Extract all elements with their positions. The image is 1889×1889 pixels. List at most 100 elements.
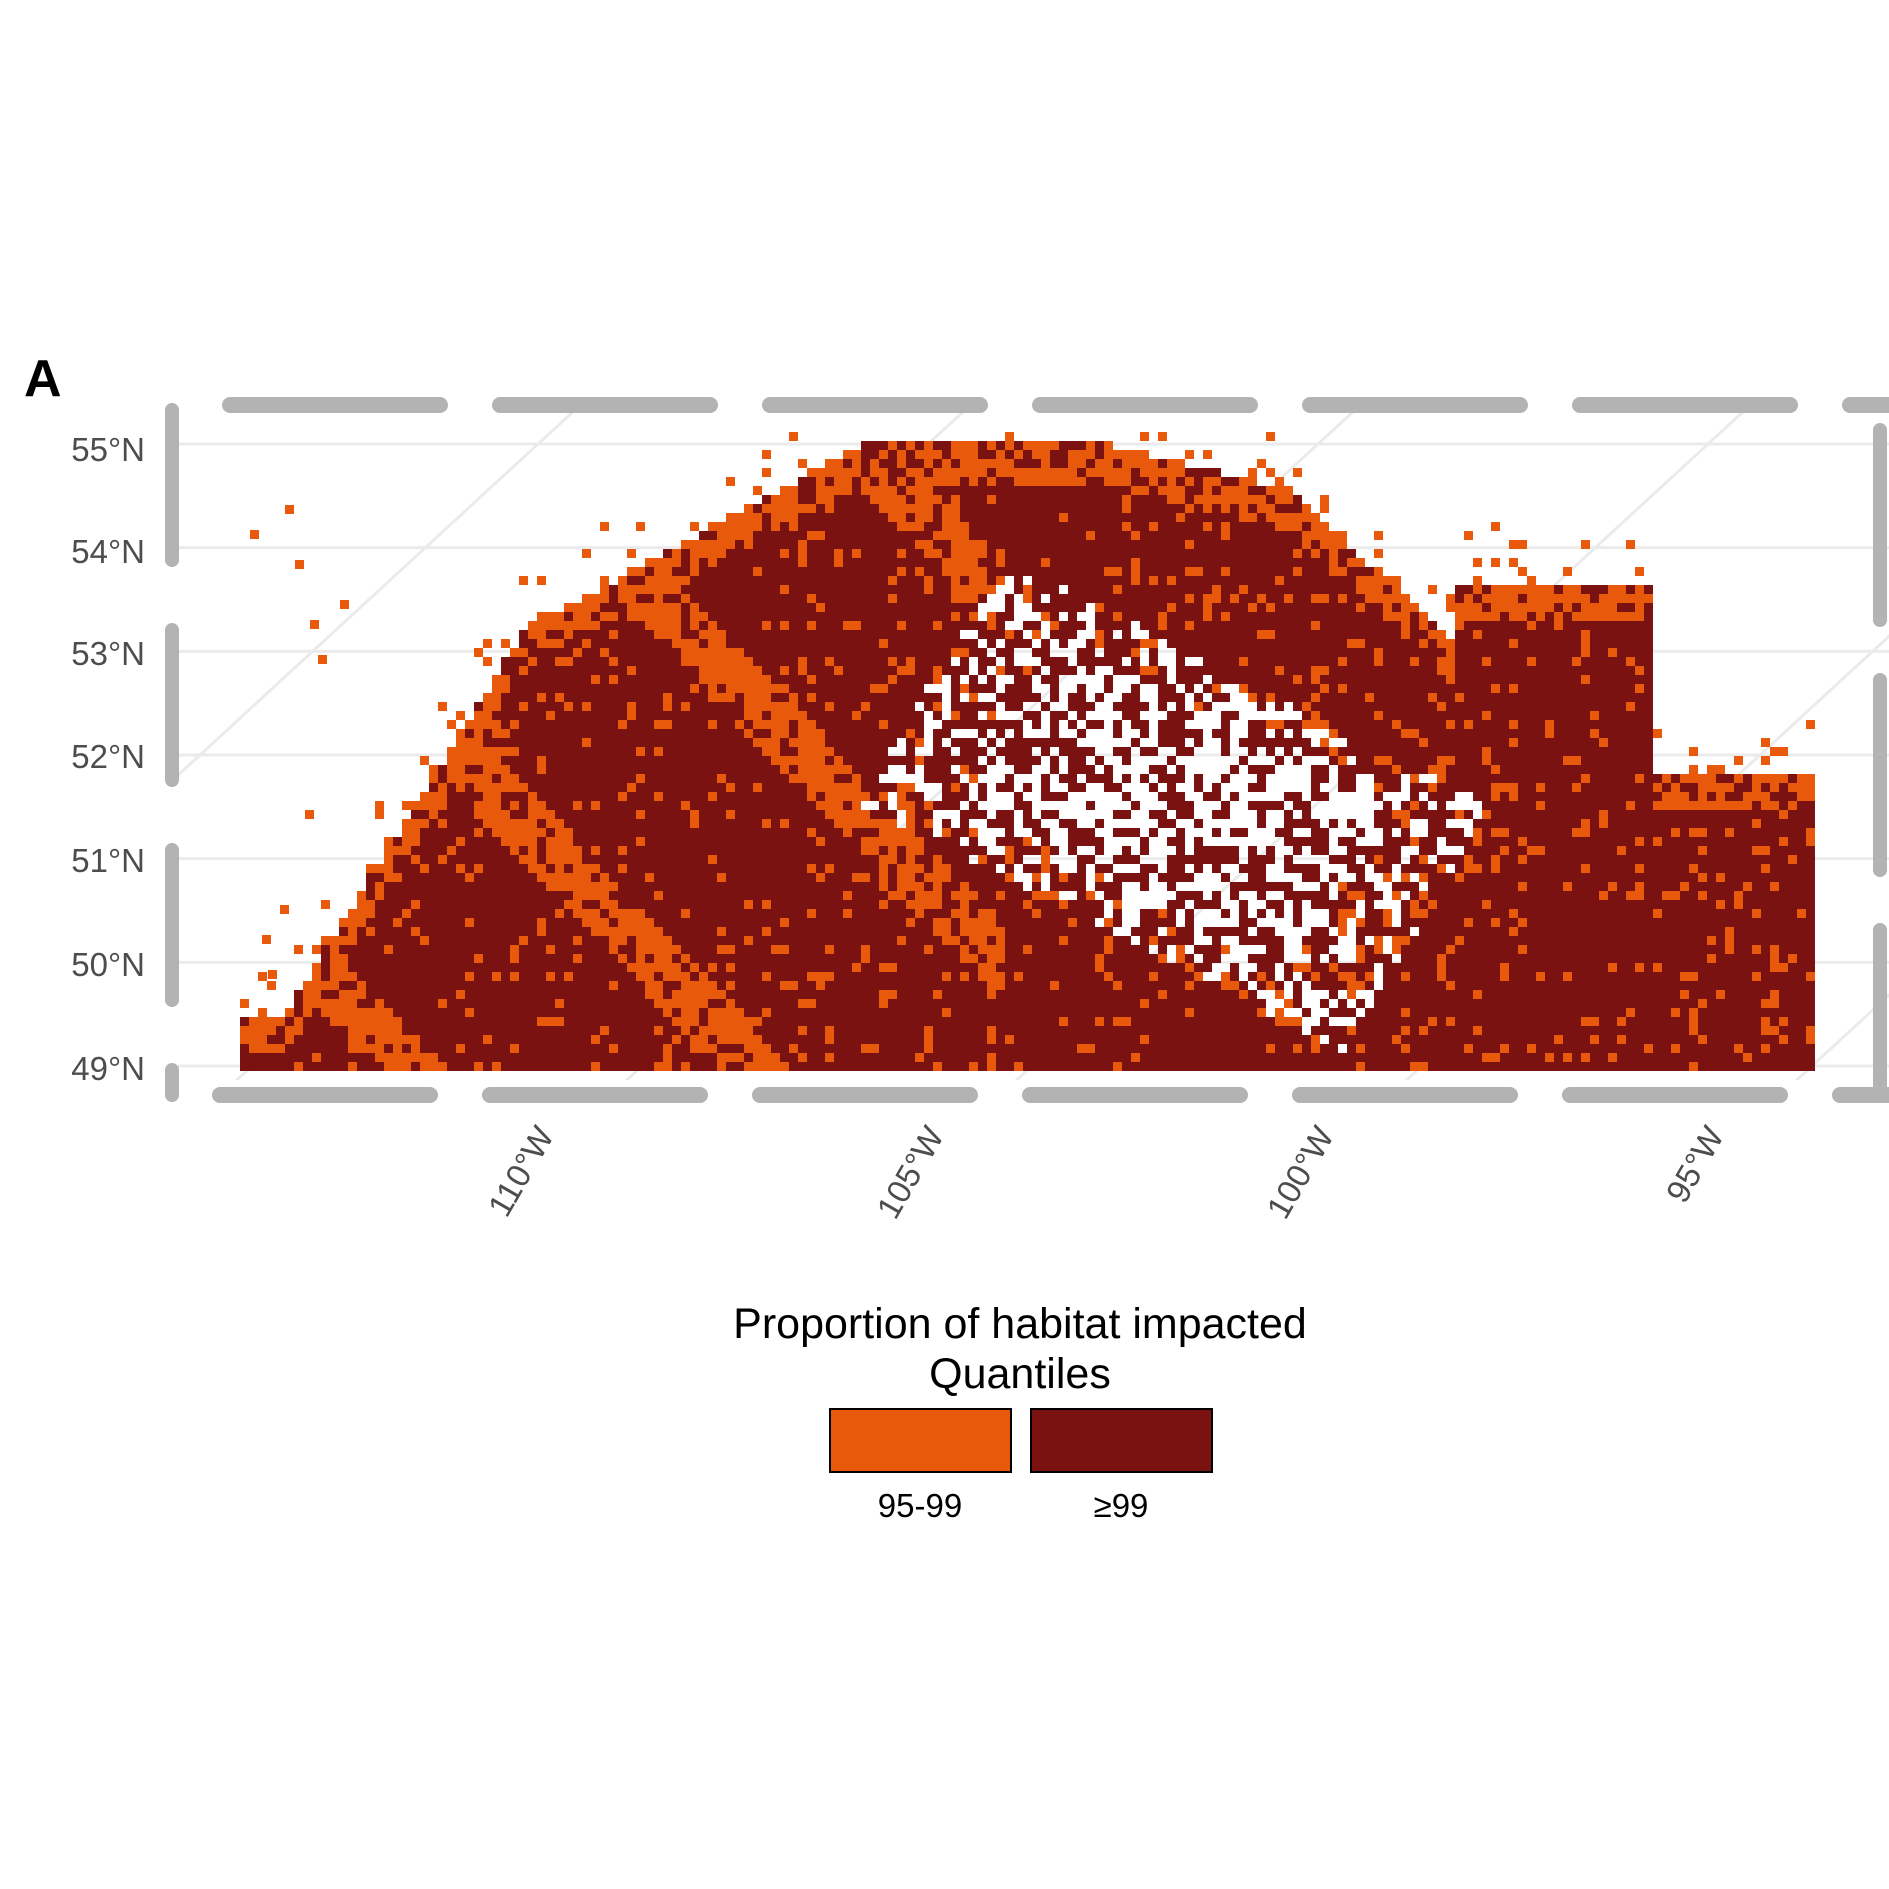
raster-cell <box>1059 873 1068 882</box>
raster-cell <box>762 720 771 729</box>
raster-cell <box>1716 810 1725 819</box>
raster-cell <box>1410 666 1419 675</box>
raster-cell <box>1374 756 1383 765</box>
raster-cell <box>1140 459 1149 468</box>
raster-cell <box>501 801 510 810</box>
raster-cell <box>528 666 537 675</box>
raster-cell <box>1140 558 1149 567</box>
raster-cell <box>1716 792 1725 801</box>
raster-cell <box>1527 612 1536 621</box>
raster-cell <box>1383 612 1392 621</box>
raster-cell <box>879 558 888 567</box>
raster-cell <box>726 567 735 576</box>
raster-cell <box>789 513 798 522</box>
raster-cell <box>438 882 447 891</box>
raster-cell <box>1401 594 1410 603</box>
raster-cell <box>1509 729 1518 738</box>
raster-cell <box>1023 819 1032 828</box>
raster-cell <box>834 639 843 648</box>
raster-cell <box>1509 864 1518 873</box>
raster-cell <box>1374 855 1383 864</box>
raster-cell <box>726 684 735 693</box>
raster-cell <box>1023 468 1032 477</box>
raster-cell <box>1608 693 1617 702</box>
raster-cell <box>1257 567 1266 576</box>
raster-cell <box>726 603 735 612</box>
raster-cell <box>564 603 573 612</box>
raster-cell <box>924 855 933 864</box>
raster-cell <box>1707 819 1716 828</box>
raster-cell <box>1140 594 1149 603</box>
raster-cell <box>816 819 825 828</box>
raster-cell <box>753 576 762 585</box>
raster-cell <box>789 630 798 639</box>
raster-cell <box>699 801 708 810</box>
raster-cell <box>546 855 555 864</box>
raster-cell <box>627 774 636 783</box>
raster-cell <box>1698 774 1707 783</box>
raster-cell <box>996 531 1005 540</box>
raster-cell <box>888 531 897 540</box>
raster-cell <box>816 657 825 666</box>
raster-cell <box>1266 765 1275 774</box>
raster-cell <box>420 873 429 882</box>
raster-cell <box>1383 738 1392 747</box>
raster-cell <box>1158 531 1167 540</box>
raster-cell <box>1221 504 1230 513</box>
raster-cell <box>789 864 798 873</box>
raster-cell <box>1230 639 1239 648</box>
raster-cell <box>582 702 591 711</box>
raster-cell <box>870 864 879 873</box>
raster-cell <box>942 558 951 567</box>
raster-cell <box>1248 648 1257 657</box>
raster-cell <box>1140 567 1149 576</box>
raster-cell <box>1077 531 1086 540</box>
raster-cell <box>1536 873 1545 882</box>
raster-cell <box>537 765 546 774</box>
raster-cell <box>753 702 762 711</box>
raster-cell <box>1365 567 1374 576</box>
raster-cell <box>1635 621 1644 630</box>
raster-cell <box>1113 603 1122 612</box>
raster-cell <box>654 765 663 774</box>
raster-cell <box>1626 846 1635 855</box>
raster-cell <box>1041 585 1050 594</box>
raster-cell <box>1392 630 1401 639</box>
raster-cell <box>1689 792 1698 801</box>
raster-cell <box>1095 441 1104 450</box>
raster-cell <box>735 846 744 855</box>
raster-cell <box>1419 783 1428 792</box>
raster-cell <box>474 720 483 729</box>
raster-cell <box>1257 684 1266 693</box>
raster-cell <box>1302 585 1311 594</box>
raster-cell <box>1311 819 1320 828</box>
raster-cell <box>1689 855 1698 864</box>
raster-cell <box>807 747 816 756</box>
raster-cell <box>888 720 897 729</box>
raster-cell <box>816 675 825 684</box>
raster-cell <box>1428 792 1437 801</box>
raster-cell <box>1545 828 1554 837</box>
raster-cell <box>861 513 870 522</box>
raster-cell <box>879 639 888 648</box>
raster-cell <box>897 783 906 792</box>
raster-cell <box>1230 513 1239 522</box>
raster-cell <box>537 756 546 765</box>
raster-cell <box>1284 576 1293 585</box>
raster-cell <box>1275 558 1284 567</box>
raster-cell <box>1041 459 1050 468</box>
raster-cell <box>1266 558 1275 567</box>
raster-cell <box>1005 531 1014 540</box>
raster-cell <box>762 540 771 549</box>
raster-cell <box>1401 810 1410 819</box>
raster-cell <box>825 819 834 828</box>
raster-cell <box>1068 468 1077 477</box>
raster-cell <box>879 612 888 621</box>
raster-cell <box>1608 765 1617 774</box>
raster-cell <box>870 522 879 531</box>
raster-cell <box>1122 648 1131 657</box>
raster-cell <box>1626 819 1635 828</box>
raster-cell <box>789 747 798 756</box>
raster-cell <box>1221 558 1230 567</box>
raster-cell <box>537 855 546 864</box>
